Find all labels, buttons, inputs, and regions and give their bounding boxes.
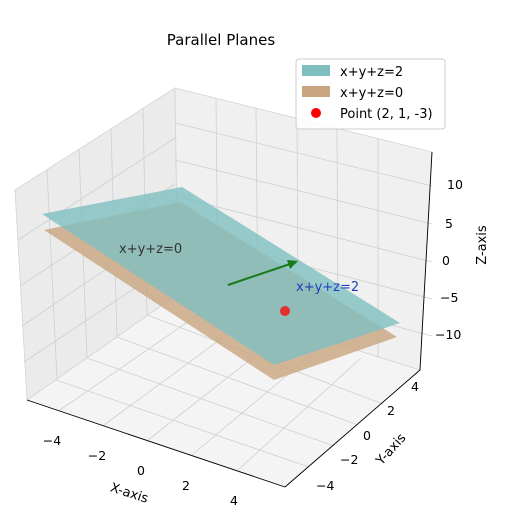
gridline-26 — [237, 357, 362, 471]
z-tick-label-2: 0 — [442, 253, 450, 268]
annotation-plane-2: x+y+z=2 — [296, 280, 359, 295]
y-axis-label: Y-axis — [373, 431, 410, 470]
gridline-18 — [55, 379, 310, 468]
gridline-6 — [174, 159, 433, 225]
y-tick-label-3: 2 — [387, 403, 395, 418]
y-axis-line — [284, 369, 421, 488]
gridline-19 — [86, 357, 335, 447]
plane-x-y-z-2 — [42, 187, 400, 365]
legend-swatch-plane-0 — [302, 86, 330, 97]
gridline-7 — [174, 195, 433, 263]
z-tick-labels: −10 −5 0 5 10 — [435, 177, 463, 342]
z-tick-label-1: −5 — [440, 290, 458, 305]
legend-label-plane-0: x+y+z=0 — [340, 86, 403, 101]
normal-vector-arrow — [227, 260, 298, 286]
x-tick-label-2: 0 — [137, 463, 145, 478]
z-tick-label-0: −10 — [435, 327, 461, 342]
legend-label-point: Point (2, 1, -3) — [340, 107, 433, 122]
gridline-20 — [116, 336, 359, 426]
gridline-5 — [174, 122, 433, 187]
axis-lines — [26, 151, 433, 488]
x-tick-labels: −4 −2 0 2 4 — [43, 433, 238, 508]
chart-title: Parallel Planes — [167, 31, 276, 49]
y-tick-labels: −4 −2 0 2 4 — [316, 379, 419, 493]
gridline-22 — [59, 309, 206, 411]
point-marker — [280, 306, 290, 316]
z-axis-line — [419, 151, 433, 371]
legend: x+y+z=2 x+y+z=0 Point (2, 1, -3) — [295, 58, 446, 130]
y-tick-label-1: −2 — [340, 452, 358, 467]
gridline-10 — [46, 169, 58, 380]
x-tick-label-1: −2 — [88, 448, 106, 463]
z-tick-label-3: 5 — [445, 216, 453, 231]
x-tick-label-0: −4 — [43, 433, 61, 448]
x-tick-label-3: 2 — [182, 478, 190, 493]
x-tick-label-4: 4 — [230, 493, 238, 508]
x-axis-line — [26, 399, 286, 488]
legend-swatch-point — [311, 108, 321, 118]
legend-box — [295, 58, 446, 130]
x-axis-label: X-axis — [108, 481, 150, 507]
y-tick-label-2: 0 — [363, 428, 371, 443]
z-axis-label: Z-axis — [475, 225, 490, 265]
y-tick-label-4: 4 — [411, 379, 419, 394]
legend-swatch-plane-2 — [302, 65, 330, 76]
legend-label-plane-2: x+y+z=2 — [340, 65, 403, 80]
y-tick-label-0: −4 — [316, 478, 334, 493]
gridline-14 — [17, 137, 176, 241]
annotation-plane-0: x+y+z=0 — [119, 242, 182, 257]
z-tick-label-4: 10 — [447, 177, 463, 192]
